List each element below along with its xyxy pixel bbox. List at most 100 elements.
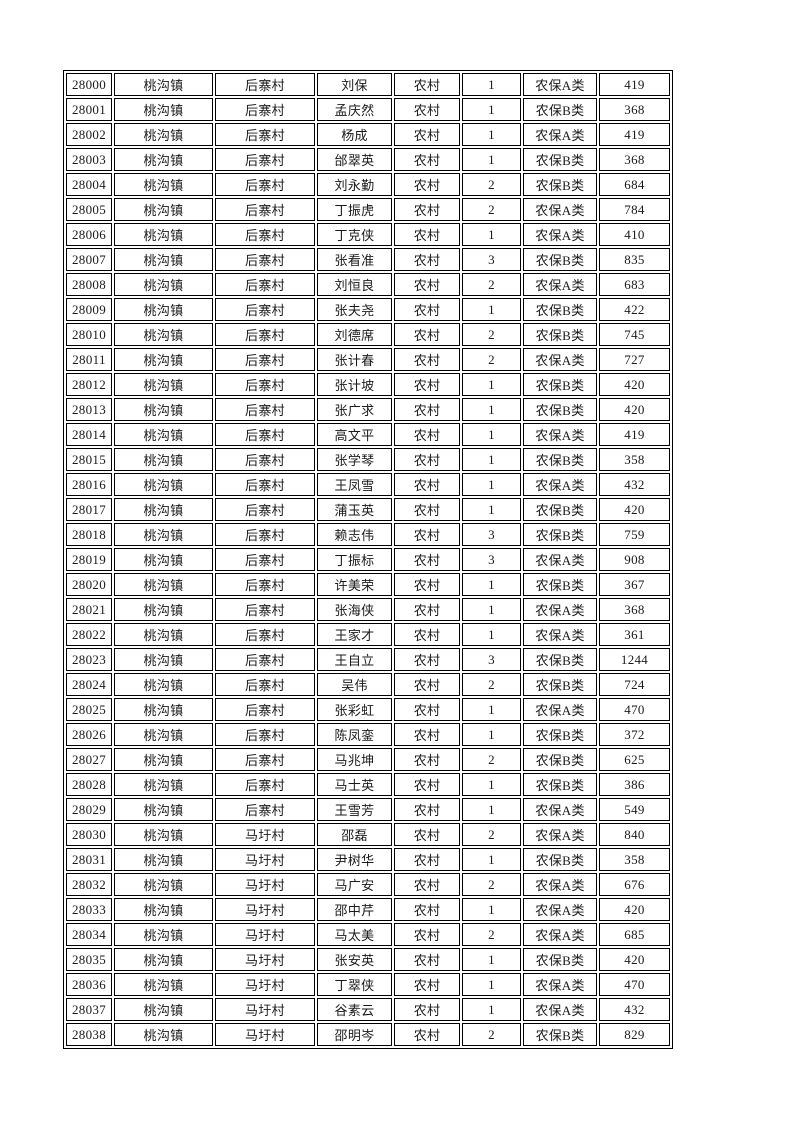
cell-person-count: 1: [462, 73, 521, 96]
cell-household-type: 农村: [394, 723, 460, 746]
cell-village: 马圩村: [215, 998, 315, 1021]
cell-household-type: 农村: [394, 873, 460, 896]
cell-id: 28015: [66, 448, 112, 471]
cell-amount: 367: [599, 573, 670, 596]
cell-village: 后寨村: [215, 98, 315, 121]
cell-id: 28001: [66, 98, 112, 121]
cell-town: 桃沟镇: [114, 673, 213, 696]
cell-village: 马圩村: [215, 1023, 315, 1046]
cell-id: 28027: [66, 748, 112, 771]
cell-town: 桃沟镇: [114, 973, 213, 996]
cell-name: 马太美: [317, 923, 392, 946]
cell-person-count: 3: [462, 523, 521, 546]
table-row: 28027 桃沟镇 后寨村 马兆坤 农村 2 农保B类 625: [66, 748, 670, 771]
cell-person-count: 2: [462, 348, 521, 371]
cell-household-type: 农村: [394, 223, 460, 246]
cell-town: 桃沟镇: [114, 798, 213, 821]
table-row: 28034 桃沟镇 马圩村 马太美 农村 2 农保A类 685: [66, 923, 670, 946]
cell-household-type: 农村: [394, 798, 460, 821]
cell-household-type: 农村: [394, 698, 460, 721]
table-row: 28002 桃沟镇 后寨村 杨成 农村 1 农保A类 419: [66, 123, 670, 146]
cell-town: 桃沟镇: [114, 848, 213, 871]
cell-amount: 419: [599, 73, 670, 96]
cell-amount: 368: [599, 98, 670, 121]
cell-village: 后寨村: [215, 598, 315, 621]
cell-household-type: 农村: [394, 423, 460, 446]
cell-person-count: 2: [462, 923, 521, 946]
cell-id: 28028: [66, 773, 112, 796]
table-row: 28038 桃沟镇 马圩村 邵明岑 农村 2 农保B类 829: [66, 1023, 670, 1046]
cell-id: 28005: [66, 198, 112, 221]
cell-person-count: 1: [462, 623, 521, 646]
cell-name: 张海侠: [317, 598, 392, 621]
table-row: 28009 桃沟镇 后寨村 张夫尧 农村 1 农保B类 422: [66, 298, 670, 321]
cell-insurance-type: 农保A类: [523, 898, 597, 921]
cell-insurance-type: 农保B类: [523, 248, 597, 271]
table-row: 28031 桃沟镇 马圩村 尹树华 农村 1 农保B类 358: [66, 848, 670, 871]
cell-town: 桃沟镇: [114, 323, 213, 346]
cell-town: 桃沟镇: [114, 523, 213, 546]
cell-village: 后寨村: [215, 398, 315, 421]
cell-name: 马广安: [317, 873, 392, 896]
cell-town: 桃沟镇: [114, 248, 213, 271]
cell-id: 28023: [66, 648, 112, 671]
cell-insurance-type: 农保B类: [523, 1023, 597, 1046]
cell-village: 马圩村: [215, 948, 315, 971]
cell-amount: 410: [599, 223, 670, 246]
cell-amount: 420: [599, 898, 670, 921]
cell-name: 张看准: [317, 248, 392, 271]
table-row: 28001 桃沟镇 后寨村 孟庆然 农村 1 农保B类 368: [66, 98, 670, 121]
cell-village: 后寨村: [215, 673, 315, 696]
cell-village: 后寨村: [215, 698, 315, 721]
cell-village: 后寨村: [215, 123, 315, 146]
cell-amount: 361: [599, 623, 670, 646]
cell-village: 后寨村: [215, 548, 315, 571]
cell-id: 28033: [66, 898, 112, 921]
cell-household-type: 农村: [394, 448, 460, 471]
cell-id: 28032: [66, 873, 112, 896]
cell-village: 后寨村: [215, 523, 315, 546]
cell-village: 马圩村: [215, 973, 315, 996]
cell-household-type: 农村: [394, 973, 460, 996]
cell-town: 桃沟镇: [114, 873, 213, 896]
cell-town: 桃沟镇: [114, 223, 213, 246]
cell-town: 桃沟镇: [114, 73, 213, 96]
cell-town: 桃沟镇: [114, 723, 213, 746]
table-row: 28005 桃沟镇 后寨村 丁振虎 农村 2 农保A类 784: [66, 198, 670, 221]
cell-town: 桃沟镇: [114, 923, 213, 946]
insurance-roster-table: 28000 桃沟镇 后寨村 刘保 农村 1 农保A类 419 28001 桃沟镇 后寨村 孟庆然 农村 1…: [63, 70, 673, 1049]
cell-name: 张广求: [317, 398, 392, 421]
cell-amount: 676: [599, 873, 670, 896]
cell-amount: 422: [599, 298, 670, 321]
cell-amount: 684: [599, 173, 670, 196]
cell-person-count: 2: [462, 198, 521, 221]
cell-town: 桃沟镇: [114, 373, 213, 396]
cell-town: 桃沟镇: [114, 398, 213, 421]
cell-village: 后寨村: [215, 273, 315, 296]
cell-person-count: 1: [462, 223, 521, 246]
cell-household-type: 农村: [394, 998, 460, 1021]
cell-id: 28019: [66, 548, 112, 571]
cell-insurance-type: 农保B类: [523, 373, 597, 396]
cell-id: 28038: [66, 1023, 112, 1046]
table-row: 28028 桃沟镇 后寨村 马士英 农村 1 农保B类 386: [66, 773, 670, 796]
cell-name: 丁翠侠: [317, 973, 392, 996]
table-row: 28037 桃沟镇 马圩村 谷素云 农村 1 农保A类 432: [66, 998, 670, 1021]
cell-person-count: 1: [462, 948, 521, 971]
cell-village: 马圩村: [215, 848, 315, 871]
table-row: 28013 桃沟镇 后寨村 张广求 农村 1 农保B类 420: [66, 398, 670, 421]
cell-id: 28022: [66, 623, 112, 646]
cell-village: 后寨村: [215, 148, 315, 171]
cell-town: 桃沟镇: [114, 773, 213, 796]
cell-household-type: 农村: [394, 173, 460, 196]
cell-person-count: 3: [462, 548, 521, 571]
table-row: 28015 桃沟镇 后寨村 张学琴 农村 1 农保B类 358: [66, 448, 670, 471]
cell-village: 后寨村: [215, 248, 315, 271]
cell-name: 刘德席: [317, 323, 392, 346]
table-row: 28003 桃沟镇 后寨村 邰翠英 农村 1 农保B类 368: [66, 148, 670, 171]
cell-person-count: 2: [462, 273, 521, 296]
cell-town: 桃沟镇: [114, 748, 213, 771]
cell-amount: 727: [599, 348, 670, 371]
cell-insurance-type: 农保A类: [523, 798, 597, 821]
cell-amount: 840: [599, 823, 670, 846]
